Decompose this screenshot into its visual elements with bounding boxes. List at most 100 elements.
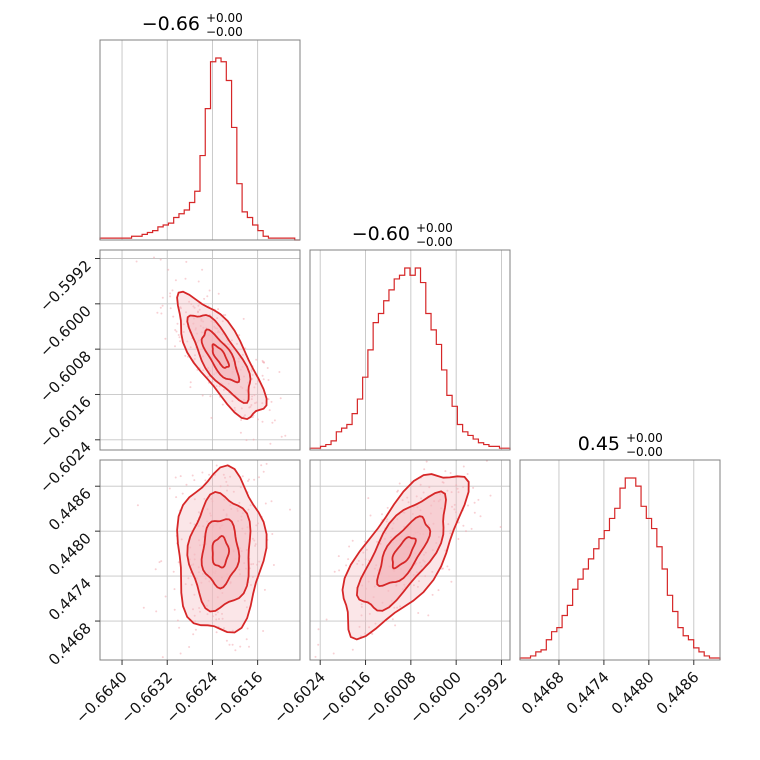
sample-point xyxy=(193,593,196,596)
sample-point xyxy=(206,295,209,298)
sample-point xyxy=(229,475,232,478)
sample-point xyxy=(280,435,283,438)
panel-2-1: −0.6024−0.6016−0.6008−0.6000−0.5992 xyxy=(270,459,511,727)
sample-point xyxy=(203,497,206,500)
sample-point xyxy=(201,268,204,271)
sample-point xyxy=(181,492,184,495)
sample-point xyxy=(425,460,428,463)
sample-point xyxy=(188,300,191,303)
sample-point xyxy=(244,347,247,350)
sample-point xyxy=(215,464,218,467)
sample-point xyxy=(222,388,225,391)
sample-point xyxy=(182,331,185,333)
sample-point xyxy=(188,646,191,648)
sample-point xyxy=(396,490,399,493)
sample-point xyxy=(239,431,242,434)
sample-point xyxy=(234,649,237,652)
sample-point xyxy=(155,610,158,613)
sample-point xyxy=(179,340,182,343)
sample-point xyxy=(255,401,258,404)
sample-point xyxy=(338,569,341,572)
sample-point xyxy=(253,394,256,397)
sample-point xyxy=(168,487,171,490)
sample-point xyxy=(160,560,163,563)
sample-point xyxy=(369,514,372,517)
sample-point xyxy=(325,618,328,621)
panel-frame xyxy=(309,249,511,451)
sample-point xyxy=(361,563,364,566)
sample-point xyxy=(241,475,244,478)
sample-point xyxy=(159,306,162,309)
sample-point xyxy=(422,491,425,494)
sample-point xyxy=(447,523,450,526)
sample-point xyxy=(233,406,236,409)
sample-point xyxy=(219,485,222,488)
sample-point xyxy=(142,606,145,609)
sample-point xyxy=(263,361,265,364)
sample-point xyxy=(453,508,456,511)
sample-point xyxy=(216,317,219,320)
sample-point xyxy=(289,508,291,511)
sample-point xyxy=(401,499,404,502)
sample-point xyxy=(254,543,257,546)
sample-point xyxy=(197,280,200,283)
x-tick-label: 0.4474 xyxy=(563,668,613,718)
sample-point xyxy=(224,476,226,479)
sample-point xyxy=(317,628,320,631)
sample-point xyxy=(201,471,204,474)
param-0-title-plus: +0.00 xyxy=(206,11,243,25)
sample-point xyxy=(437,589,440,592)
sample-point xyxy=(193,498,196,501)
sample-point xyxy=(173,608,176,611)
sample-point xyxy=(190,303,193,305)
sample-point xyxy=(243,599,246,602)
sample-point xyxy=(179,652,182,655)
sample-point xyxy=(180,307,182,310)
sample-point xyxy=(193,479,196,482)
sample-point xyxy=(238,501,241,504)
sample-point xyxy=(251,576,254,578)
y-tick-label: 0.4468 xyxy=(45,619,95,669)
sample-point xyxy=(449,532,452,535)
sample-point xyxy=(254,402,256,405)
sample-point xyxy=(455,511,457,514)
sample-point xyxy=(473,501,476,504)
sample-point xyxy=(169,292,172,295)
sample-point xyxy=(173,588,176,591)
sample-point xyxy=(333,570,336,573)
panel-frame xyxy=(99,39,301,241)
sample-point xyxy=(160,312,163,315)
sample-point xyxy=(197,511,200,514)
sample-point xyxy=(442,481,445,484)
sample-point xyxy=(251,537,254,540)
sample-point xyxy=(174,279,177,282)
sample-point xyxy=(193,614,196,617)
sample-point xyxy=(264,502,267,505)
sample-point xyxy=(244,414,246,417)
sample-point xyxy=(418,580,420,583)
sample-point xyxy=(446,565,449,568)
sample-point xyxy=(189,381,192,384)
sample-point xyxy=(239,645,242,648)
sample-point xyxy=(230,339,233,342)
sample-point xyxy=(450,580,453,583)
sample-point xyxy=(226,484,229,487)
sample-point xyxy=(216,611,219,614)
sample-point xyxy=(167,268,170,271)
sample-point xyxy=(360,614,363,617)
sample-point xyxy=(221,320,224,323)
sample-point xyxy=(446,489,449,492)
sample-point xyxy=(271,533,274,535)
sample-point xyxy=(199,610,201,613)
sample-point xyxy=(250,584,252,586)
sample-point xyxy=(184,583,187,586)
sample-point xyxy=(178,336,181,339)
sample-point xyxy=(393,606,396,609)
sample-point xyxy=(246,627,249,630)
panel-2-0: −0.6640−0.6632−0.6624−0.66160.44680.4474… xyxy=(45,459,301,727)
sample-point xyxy=(159,258,162,261)
sample-point xyxy=(262,378,265,381)
sample-point xyxy=(359,635,362,638)
sample-point xyxy=(221,617,224,620)
sample-point xyxy=(470,527,473,530)
